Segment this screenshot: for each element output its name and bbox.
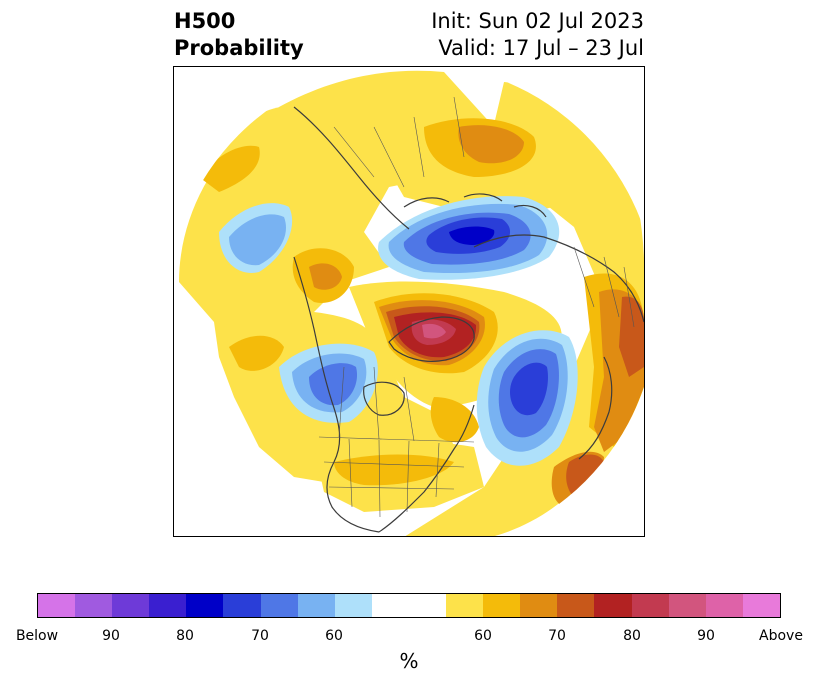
border-europe xyxy=(573,246,635,328)
anomaly-orange-east-siberia xyxy=(458,125,524,164)
colorbar-swatch xyxy=(334,594,372,617)
coast-greenland xyxy=(388,316,475,362)
anomaly-gold-east-us xyxy=(430,397,479,443)
border-us-canada xyxy=(318,436,475,443)
anomaly-below-blue-mid-pacific xyxy=(229,214,287,266)
colorbar-tick-label: 70 xyxy=(251,628,269,644)
probability-map xyxy=(179,70,644,536)
colorbar-swatch xyxy=(557,594,595,617)
colorbar xyxy=(37,593,781,618)
coast-north-america-west xyxy=(293,256,380,533)
coast-eurasia-north xyxy=(473,234,644,323)
anomaly-orange-alaska xyxy=(309,263,342,290)
border-canada-provinces xyxy=(338,366,415,442)
coast-asia-east xyxy=(293,106,410,230)
colorbar-unit: % xyxy=(399,649,419,673)
colorbar-tick-label: 80 xyxy=(623,628,641,644)
anomaly-below-blue-deep-arctic xyxy=(449,226,495,245)
colorbar-tick-label: 80 xyxy=(176,628,194,644)
colorbar-tick-label: 60 xyxy=(325,628,343,644)
colorbar-tick-label: 90 xyxy=(102,628,120,644)
anomaly-below-blue-northeast-pacific xyxy=(309,363,358,406)
colorbar-tick-label: Below xyxy=(15,628,59,644)
anomaly-orange-dark-europe xyxy=(619,296,644,377)
colorbar-swatch xyxy=(742,594,780,617)
init-date: Init: Sun 02 Jul 2023 xyxy=(431,9,644,33)
colorbar-swatch xyxy=(483,594,521,617)
title-quantity: Probability xyxy=(174,36,304,60)
coast-europe xyxy=(578,356,613,460)
colorbar-swatch xyxy=(705,594,743,617)
anomaly-pink-greenland xyxy=(422,323,446,339)
anomaly-gold-north-pacific xyxy=(229,335,284,371)
map-panel xyxy=(173,66,645,537)
anomaly-gold-west-pacific xyxy=(199,145,260,192)
border-russia-asia xyxy=(333,96,465,188)
anomaly-below-blue-dark-atlantic xyxy=(510,362,548,416)
colorbar-swatch xyxy=(149,594,187,617)
colorbar-swatch xyxy=(223,594,261,617)
colorbar-swatch xyxy=(520,594,558,617)
colorbar-tick-label: 70 xyxy=(548,628,566,644)
colorbar-swatch xyxy=(112,594,150,617)
border-us-states-1 xyxy=(348,438,440,518)
border-us-states-2 xyxy=(323,461,465,490)
colorbar-swatch xyxy=(668,594,706,617)
valid-range: Valid: 17 Jul – 23 Jul xyxy=(438,36,644,60)
coast-hudson-bay xyxy=(363,381,405,416)
anomaly-gold-us-south xyxy=(334,454,454,486)
colorbar-swatch xyxy=(75,594,113,617)
colorbar-swatch xyxy=(371,594,409,617)
colorbar-swatch xyxy=(38,594,76,617)
probability-shading xyxy=(179,70,644,536)
colorbar-swatch xyxy=(260,594,298,617)
colorbar-swatch xyxy=(594,594,632,617)
coast-arctic-islands xyxy=(403,193,547,218)
title-variable: H500 xyxy=(174,9,236,33)
colorbar-tick-label: 90 xyxy=(697,628,715,644)
colorbar-tick-label: 60 xyxy=(474,628,492,644)
political-boundaries xyxy=(318,96,635,518)
colorbar-swatch xyxy=(297,594,335,617)
plot-title-right: Init: Sun 02 Jul 2023 Valid: 17 Jul – 23… xyxy=(431,8,644,62)
colorbar-swatch xyxy=(631,594,669,617)
anomaly-above-eurasia xyxy=(404,82,644,536)
colorbar-swatch xyxy=(186,594,224,617)
coast-north-america-east xyxy=(378,404,475,533)
colorbar-swatch xyxy=(446,594,484,617)
plot-title-left: H500 Probability xyxy=(174,8,304,62)
colorbar-tick-label: Above xyxy=(759,628,803,644)
anomaly-orange-dark-atlantic xyxy=(566,454,604,495)
coastlines xyxy=(293,106,644,533)
colorbar-swatch xyxy=(408,594,447,617)
